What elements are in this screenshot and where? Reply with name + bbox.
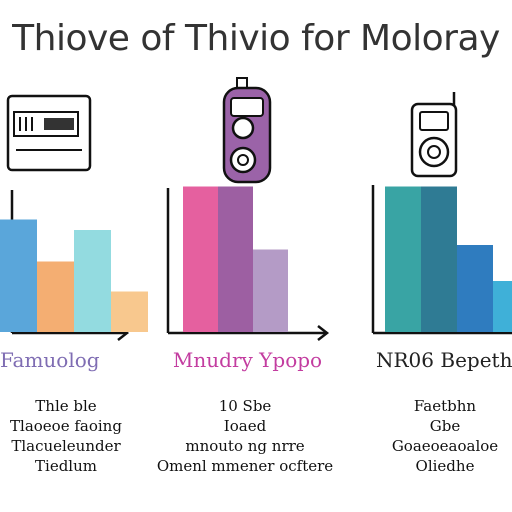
panel-3-axes — [371, 185, 512, 335]
panel-2-axes — [166, 188, 330, 341]
panel-3-bar-4 — [493, 281, 512, 332]
panel-3-bar-3 — [457, 245, 493, 332]
panel-2-caption: Mnudry Ypopo — [172, 348, 323, 372]
panel-2-bar-2 — [218, 186, 253, 332]
bars-layer — [0, 186, 512, 332]
panel-1-desc-line: Tiedlum — [35, 457, 97, 475]
panel-3-caption: NR06 Bepetho — [376, 348, 512, 372]
panel-1-bar-1 — [0, 219, 37, 332]
portable-player-icon — [222, 77, 272, 184]
panel-1-bar-3 — [74, 230, 111, 332]
panel-2-desc-line: mnouto ng nrre — [185, 437, 305, 455]
panel-3-desc-line: Faetbhn — [413, 397, 477, 415]
panel-3-bar-2 — [421, 186, 457, 332]
panel-1-desc-line: Tlacueleunder — [11, 437, 121, 455]
speaker-icon — [410, 92, 458, 178]
cassette-tape-icon — [6, 94, 92, 172]
panel-2-desc-line: 10 Sbe — [218, 397, 272, 415]
panel-1-desc-line: Thle ble — [35, 397, 97, 415]
panel-1-desc-line: Tlaoeoe faoing — [10, 417, 122, 435]
panel-2-desc-line: Ioaed — [223, 417, 267, 435]
panel-2-bar-3 — [253, 249, 288, 332]
panel-3-description: Faetbhn Gbe Goaeoeaoaloe Oliedhe — [380, 396, 510, 476]
infographic-title: Thiove of Thivio for Moloray — [12, 18, 500, 59]
panel-1-bar-2 — [37, 261, 74, 332]
panel-2-desc-line: Omenl mmener ocftere — [156, 457, 334, 475]
panel-2-description: 10 Sbe Ioaed mnouto ng nrre Omenl mmener… — [150, 396, 340, 476]
panel-3-desc-line: Oliedhe — [415, 457, 475, 475]
panel-3-desc-line: Gbe — [429, 417, 461, 435]
panel-2-bar-1 — [183, 186, 218, 332]
panel-3-bar-1 — [385, 186, 421, 332]
panel-3-desc-line: Goaeoeaoaloe — [391, 437, 499, 455]
panel-1-bar-4 — [111, 291, 148, 332]
panel-1-description: Thle ble Tlaoeoe faoing Tlacueleunder Ti… — [2, 396, 130, 476]
panel-1-caption: Famuolog — [0, 348, 100, 372]
